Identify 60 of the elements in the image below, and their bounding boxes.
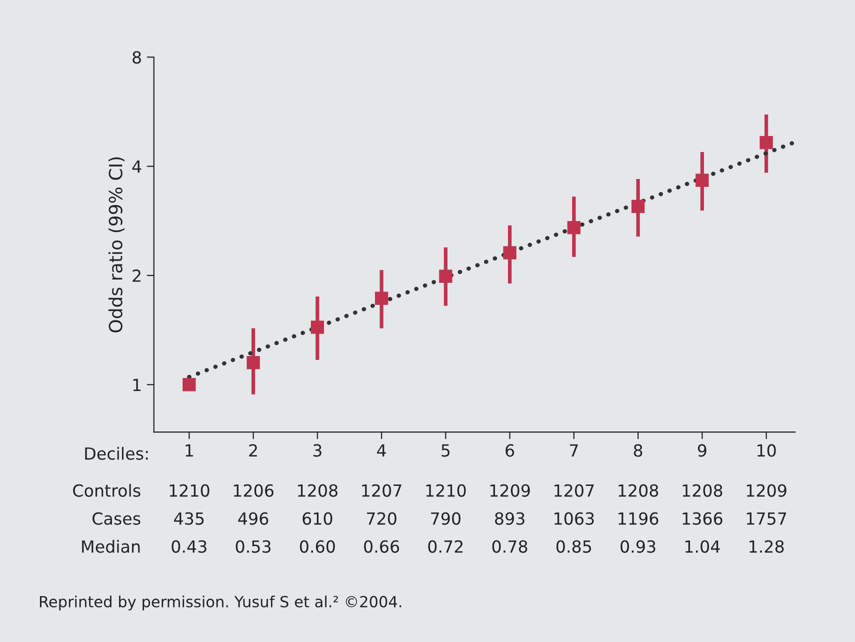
x-tick-label: 8 [634, 444, 642, 457]
text: 1196 [618, 512, 658, 525]
text: 1210 [426, 484, 466, 497]
text: 1063 [554, 512, 594, 525]
text: Cases [92, 512, 140, 525]
x-tick-label: 7 [570, 444, 578, 457]
point [182, 378, 196, 392]
text: Median [82, 540, 140, 553]
x-axis-title: Deciles: [85, 446, 148, 460]
text: 1208 [682, 484, 722, 497]
text: 1366 [682, 512, 722, 525]
text: 0.60 [300, 540, 335, 553]
point [439, 270, 452, 283]
y-tick-label: 2 [132, 269, 140, 282]
y-axis-title: Odds ratio (99% CI) [108, 157, 125, 332]
text: 0.53 [236, 540, 271, 553]
text: Controls [73, 484, 140, 497]
text: 1206 [234, 484, 274, 497]
point [567, 221, 581, 234]
text: 1208 [618, 484, 658, 497]
text: 1208 [298, 484, 338, 497]
point [696, 174, 709, 187]
point [310, 320, 324, 334]
x-tick-label: 5 [442, 444, 450, 457]
text: 0.66 [364, 540, 400, 553]
text: Reprinted by permission. Yusuf S et al.² ©2004. [40, 596, 402, 610]
text: 1207 [554, 484, 594, 497]
text: 1209 [490, 484, 530, 497]
text: 1210 [170, 484, 210, 497]
text: 893 [495, 512, 524, 525]
y-tick-label: 1 [133, 378, 141, 391]
text: 790 [431, 512, 460, 525]
x-tick-label: 1 [186, 444, 193, 457]
text: 610 [302, 512, 332, 525]
text: 1209 [746, 484, 786, 497]
point [246, 356, 260, 370]
text: 720 [367, 512, 396, 525]
text: 1.28 [750, 540, 784, 553]
text: 0.93 [620, 540, 656, 553]
text: 0.78 [492, 540, 528, 553]
text: 0.72 [428, 540, 463, 553]
text: 0.43 [172, 540, 206, 553]
text: 0.85 [556, 540, 592, 553]
x-tick-label: 4 [377, 444, 386, 457]
point [374, 292, 388, 305]
x-tick-label: 3 [313, 444, 322, 457]
text: 1.04 [685, 540, 720, 553]
point [760, 136, 773, 150]
point [631, 200, 645, 214]
text: 1207 [362, 484, 402, 497]
y-tick-label: 4 [132, 160, 142, 173]
x-tick-label: 2 [249, 444, 257, 457]
x-tick-label: 9 [698, 444, 706, 457]
x-tick-label: 10 [758, 444, 776, 457]
y-tick-label: 8 [132, 51, 141, 64]
x-tick-label: 6 [506, 444, 514, 457]
point [503, 246, 516, 260]
text: 496 [238, 512, 268, 525]
text: 435 [174, 512, 204, 525]
text: 1757 [746, 512, 786, 525]
